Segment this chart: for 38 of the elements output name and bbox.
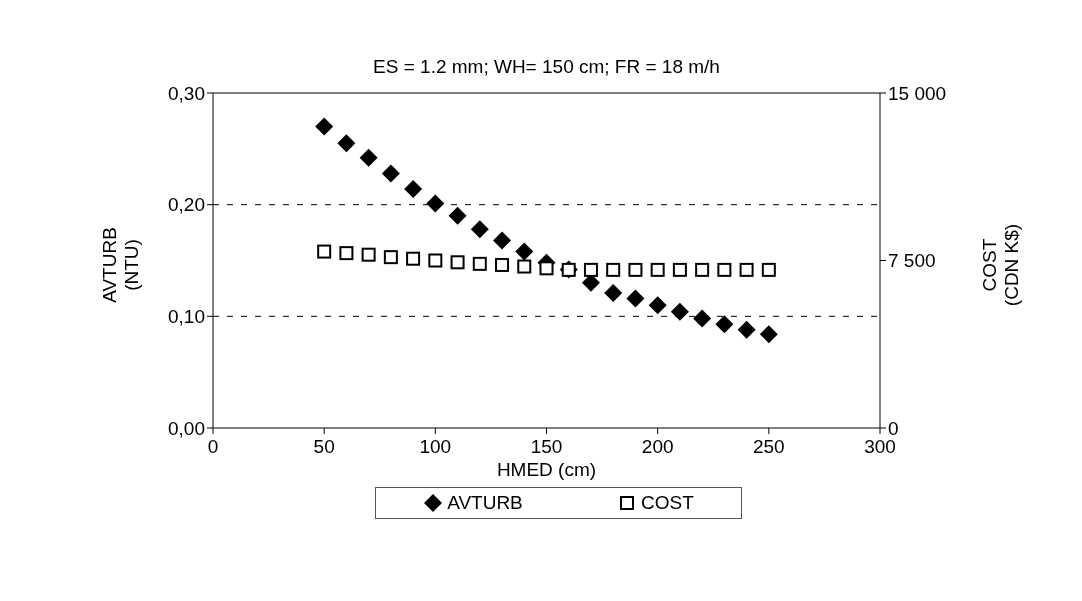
x-tick-label: 0 [207, 436, 219, 458]
point [448, 206, 467, 225]
x-tick-label: 50 [313, 436, 335, 458]
y2-tick-label: 15 000 [888, 82, 947, 104]
point [404, 180, 423, 199]
y2-tick-label: 0 [888, 417, 899, 439]
point [670, 302, 689, 321]
point [515, 242, 534, 261]
point [759, 325, 778, 344]
point [337, 134, 356, 153]
x-tick-label: 150 [530, 436, 563, 458]
x-axis-title: HMED (cm) [496, 459, 597, 480]
y-tick-label: 0,30 [168, 82, 205, 104]
point [737, 320, 756, 339]
point [604, 283, 623, 302]
point [626, 289, 645, 308]
y2-axis-title: COST (CDN K$) [978, 222, 1023, 308]
x-tick-label: 200 [641, 436, 674, 458]
legend-label: COST [641, 492, 694, 514]
point [693, 309, 712, 328]
chart-title: ES = 1.2 mm; WH= 150 cm; FR = 18 m/h [372, 56, 721, 78]
point [426, 194, 445, 213]
y-tick-label: 0,20 [168, 194, 205, 216]
y-tick-label: 0,10 [168, 306, 205, 328]
x-tick-label: 300 [864, 436, 896, 458]
point [315, 117, 334, 136]
point [648, 296, 667, 315]
point [470, 220, 489, 239]
y-tick-label: 0,00 [168, 417, 205, 439]
x-tick-label: 100 [419, 436, 452, 458]
point [715, 315, 734, 334]
legend-label: AVTURB [447, 492, 523, 514]
y2-tick-label: 7 500 [888, 250, 936, 272]
point [381, 164, 400, 183]
point [359, 148, 378, 167]
point [493, 231, 512, 250]
x-tick-label: 250 [752, 436, 785, 458]
y-axis-title: AVTURB (NTU) [98, 226, 143, 305]
